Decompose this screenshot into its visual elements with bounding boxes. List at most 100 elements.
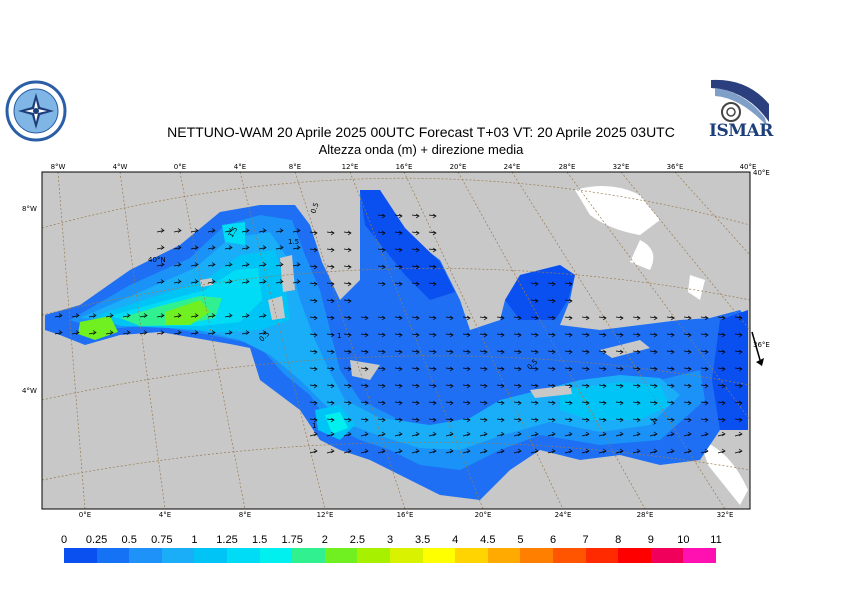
direction-arrow [700, 431, 709, 437]
direction-arrow [666, 448, 675, 454]
direction-arrow [513, 366, 522, 372]
direction-arrow [309, 332, 318, 338]
contour-label: 1 [337, 332, 341, 340]
direction-arrow [666, 417, 675, 423]
direction-arrow [54, 330, 63, 335]
direction-arrow [394, 383, 403, 389]
direction-arrow [241, 245, 250, 250]
direction-arrow [411, 366, 420, 372]
direction-arrow [564, 366, 573, 372]
direction-arrow [734, 332, 743, 338]
direction-arrow [564, 383, 573, 389]
legend-swatch [683, 548, 716, 563]
direction-arrow [700, 315, 709, 321]
legend-label: 3.5 [414, 534, 431, 546]
direction-arrow [530, 281, 539, 287]
legend-label: 0.5 [121, 534, 137, 546]
direction-arrow [309, 230, 318, 236]
lon-tick-top: 28°E [559, 163, 576, 171]
direction-arrow [445, 349, 454, 355]
direction-arrow [615, 349, 624, 355]
direction-arrow [683, 366, 692, 372]
direction-arrow [428, 332, 437, 338]
white-area [630, 240, 654, 270]
wave-band-2 [165, 300, 210, 325]
direction-arrow [224, 279, 233, 284]
contour-label: 1.5 [288, 238, 299, 246]
direction-arrow [700, 366, 709, 372]
lat-tick: 4°W [22, 387, 37, 395]
direction-arrow [411, 383, 420, 389]
direction-arrow [717, 400, 726, 406]
direction-arrow [258, 228, 267, 233]
direction-arrow [343, 264, 352, 270]
direction-arrow [428, 366, 437, 372]
direction-arrow [156, 313, 165, 318]
direction-arrow [139, 330, 148, 335]
direction-arrow [445, 383, 454, 389]
direction-arrow [377, 264, 386, 270]
direction-arrow [530, 400, 539, 406]
direction-arrow [292, 279, 301, 284]
direction-arrow [309, 383, 318, 389]
lon-tick-top: 16°E [396, 163, 413, 171]
lon-tick-bottom: 24°E [555, 511, 572, 519]
direction-arrow [598, 366, 607, 372]
direction-arrow [683, 448, 692, 454]
direction-arrow [496, 417, 505, 423]
direction-arrow [649, 349, 658, 355]
direction-arrow [530, 349, 539, 355]
legend-swatch [226, 548, 260, 563]
direction-arrow [377, 448, 386, 454]
direction-arrow [394, 332, 403, 338]
direction-arrow [479, 315, 488, 321]
direction-arrow [428, 230, 437, 236]
legend-label: 3 [386, 534, 394, 546]
direction-arrow [700, 448, 709, 454]
direction-arrow [173, 245, 182, 250]
legend-swatch [194, 548, 227, 563]
direction-arrow [88, 330, 97, 335]
direction-arrow [377, 315, 386, 321]
direction-arrow [309, 298, 318, 304]
direction-arrow [360, 315, 369, 321]
direction-arrow [632, 315, 641, 321]
direction-arrow [615, 417, 624, 423]
direction-arrow [496, 431, 505, 437]
direction-arrow [377, 383, 386, 389]
island [350, 360, 380, 380]
direction-arrow [428, 264, 437, 270]
direction-arrow [462, 315, 471, 321]
direction-arrow [224, 228, 233, 233]
direction-arrow [190, 262, 199, 267]
contour-label: 1 [312, 422, 316, 430]
direction-arrow [547, 448, 556, 454]
map-title: NETTUNO-WAM 20 Aprile 2025 00UTC Forecas… [167, 124, 675, 140]
direction-arrow [479, 349, 488, 355]
direction-arrow [343, 332, 352, 338]
direction-arrow [394, 264, 403, 270]
direction-arrow [105, 313, 114, 318]
direction-arrow [717, 431, 726, 437]
direction-arrow [462, 366, 471, 372]
direction-arrow [683, 400, 692, 406]
direction-arrow [666, 383, 675, 389]
white-area [575, 186, 660, 235]
direction-arrow [666, 315, 675, 321]
direction-arrow [564, 315, 573, 321]
island [280, 255, 295, 292]
legend-swatch [259, 548, 293, 563]
direction-arrow [309, 281, 318, 287]
lon-tick-bottom: 32°E [717, 511, 734, 519]
lon-tick-top: 32°E [613, 163, 630, 171]
direction-arrow [377, 230, 386, 236]
direction-arrow [156, 262, 165, 267]
lon-tick-top: 4°W [113, 163, 128, 171]
lon-tick-top: 8°W [51, 163, 66, 171]
direction-arrow [139, 313, 148, 318]
direction-arrow [598, 349, 607, 355]
direction-arrow [156, 245, 165, 250]
direction-arrow [445, 417, 454, 423]
direction-arrow [326, 332, 335, 338]
contour-label: 1 [650, 418, 658, 427]
